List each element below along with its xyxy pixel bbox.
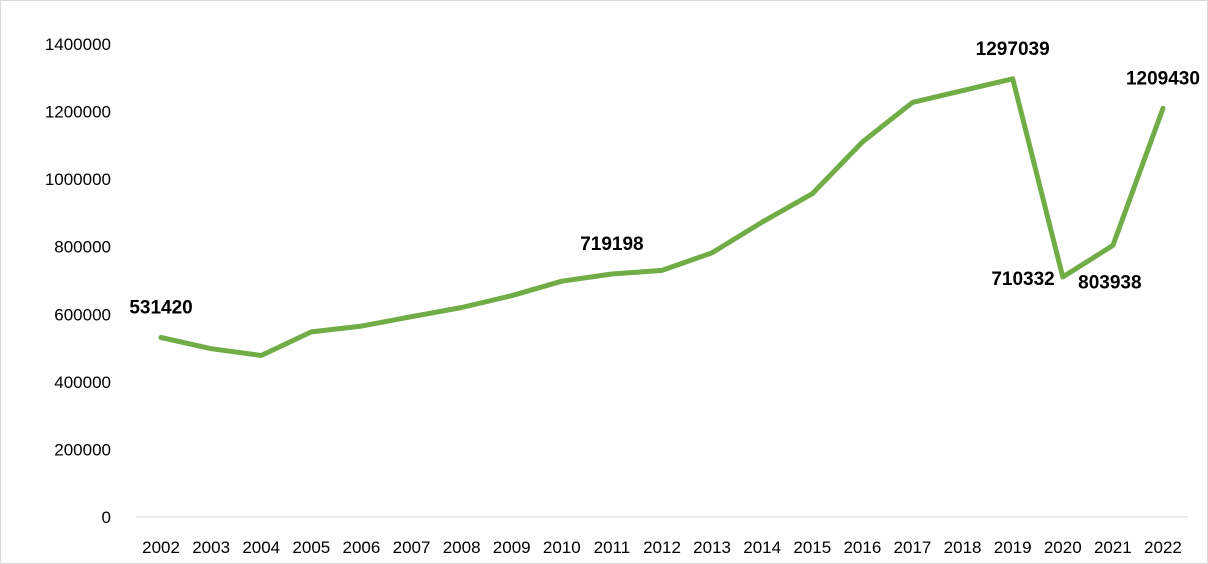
x-tick-label: 2015 xyxy=(793,538,831,557)
x-tick-label: 2019 xyxy=(994,538,1032,557)
x-tick-label: 2014 xyxy=(743,538,781,557)
data-label-2019: 1297039 xyxy=(976,39,1050,60)
x-tick-label: 2009 xyxy=(493,538,531,557)
x-tick-label: 2003 xyxy=(192,538,230,557)
y-tick-label: 400000 xyxy=(54,373,111,392)
x-tick-label: 2006 xyxy=(343,538,381,557)
x-tick-label: 2007 xyxy=(393,538,431,557)
x-tick-label: 2012 xyxy=(643,538,681,557)
x-tick-label: 2010 xyxy=(543,538,581,557)
data-label-2011: 719198 xyxy=(580,234,643,255)
y-tick-label: 800000 xyxy=(54,238,111,257)
x-tick-label: 2004 xyxy=(242,538,280,557)
x-tick-label: 2020 xyxy=(1044,538,1082,557)
x-tick-label: 2005 xyxy=(292,538,330,557)
y-tick-label: 1400000 xyxy=(45,35,111,54)
y-tick-label: 1200000 xyxy=(45,103,111,122)
y-tick-label: 200000 xyxy=(54,440,111,459)
data-label-2021: 803938 xyxy=(1078,272,1141,293)
x-tick-label: 2021 xyxy=(1094,538,1132,557)
x-tick-label: 2022 xyxy=(1144,538,1182,557)
series-line xyxy=(158,76,1166,358)
data-label-2020: 710332 xyxy=(991,269,1054,290)
data-labels: 531420 719198 1297039 710332 803938 1209430 xyxy=(129,39,1200,319)
x-axis-ticks: 2002 2003 2004 2005 2006 2007 2008 2009 2010 2011… xyxy=(142,538,1182,557)
data-label-2022: 1209430 xyxy=(1126,68,1200,89)
y-tick-label: 0 xyxy=(102,508,111,527)
x-tick-label: 2002 xyxy=(142,538,180,557)
x-tick-label: 2008 xyxy=(443,538,481,557)
y-axis-ticks: 0 200000 400000 600000 800000 1000000 1200000 1… xyxy=(45,35,111,527)
x-tick-label: 2016 xyxy=(843,538,881,557)
x-tick-label: 2013 xyxy=(693,538,731,557)
y-tick-label: 1000000 xyxy=(45,170,111,189)
data-label-2002: 531420 xyxy=(129,297,192,318)
x-tick-label: 2017 xyxy=(894,538,932,557)
x-tick-label: 2011 xyxy=(594,538,631,557)
y-tick-label: 600000 xyxy=(54,305,111,324)
x-tick-label: 2018 xyxy=(944,538,982,557)
